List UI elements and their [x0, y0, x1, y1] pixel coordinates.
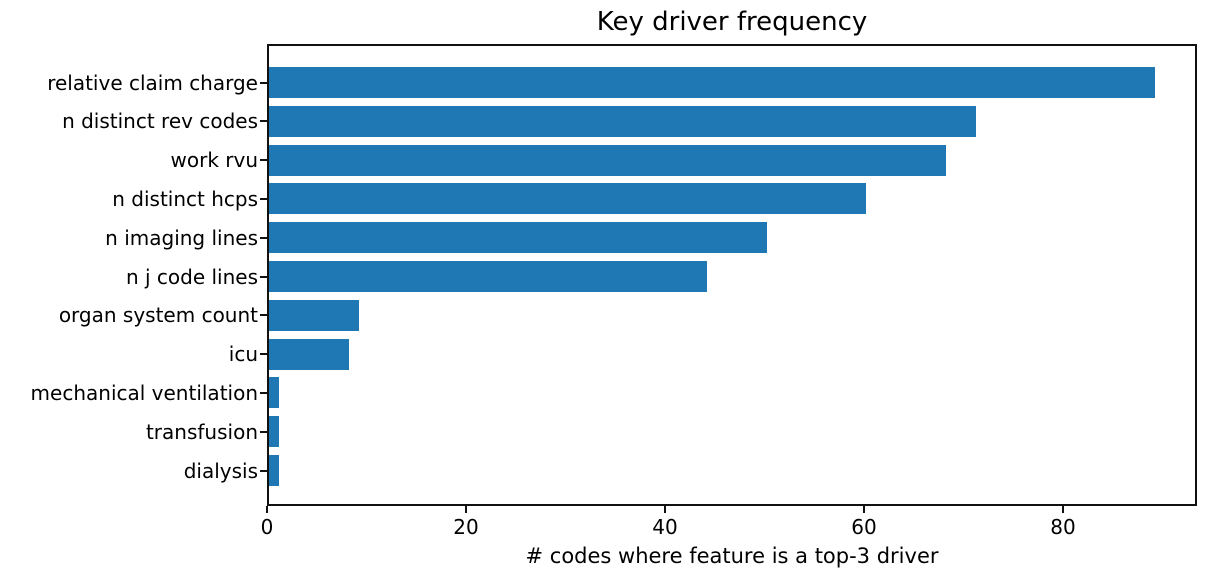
y-category-label: n distinct hcps [112, 186, 258, 211]
bar [269, 261, 707, 292]
y-tick [260, 469, 267, 472]
y-tick [260, 236, 267, 239]
y-category-label: transfusion [145, 419, 258, 444]
y-tick [260, 353, 267, 356]
x-tick [465, 506, 467, 513]
x-tick [1062, 506, 1064, 513]
bar [269, 416, 279, 448]
bar [269, 144, 946, 176]
bar [269, 455, 279, 486]
bar [269, 377, 279, 409]
chart-title: Key driver frequency [596, 7, 868, 37]
y-category-label: n distinct rev codes [62, 109, 258, 134]
x-tick [266, 506, 268, 513]
y-category-label: icu [228, 342, 258, 367]
x-tick [664, 506, 666, 513]
y-category-label: work rvu [170, 148, 259, 173]
x-tick-label: 20 [453, 515, 479, 539]
bar [269, 183, 867, 215]
x-tick-label: 80 [1050, 515, 1076, 539]
y-tick [260, 120, 267, 123]
x-tick-label: 0 [260, 515, 274, 539]
y-tick [260, 314, 267, 317]
y-tick [260, 81, 267, 84]
y-tick [260, 391, 267, 394]
bar [269, 222, 767, 254]
y-tick [260, 275, 267, 278]
y-tick [260, 197, 267, 200]
y-category-label: n j code lines [125, 264, 258, 289]
x-tick-label: 40 [652, 515, 678, 539]
x-tick [863, 506, 865, 513]
y-category-label: n imaging lines [105, 225, 258, 250]
y-category-label: dialysis [183, 458, 258, 483]
bar [269, 299, 359, 331]
y-tick [260, 159, 267, 162]
x-tick-label: 60 [851, 515, 877, 539]
y-category-label: organ system count [58, 303, 258, 328]
bar [269, 67, 1155, 98]
bar [269, 105, 976, 137]
plot-area [267, 44, 1197, 506]
y-category-label: mechanical ventilation [30, 380, 258, 405]
y-tick [260, 430, 267, 433]
x-axis-label: # codes where feature is a top-3 driver [525, 544, 939, 568]
y-category-label: relative claim charge [47, 70, 258, 95]
bar [269, 338, 349, 370]
